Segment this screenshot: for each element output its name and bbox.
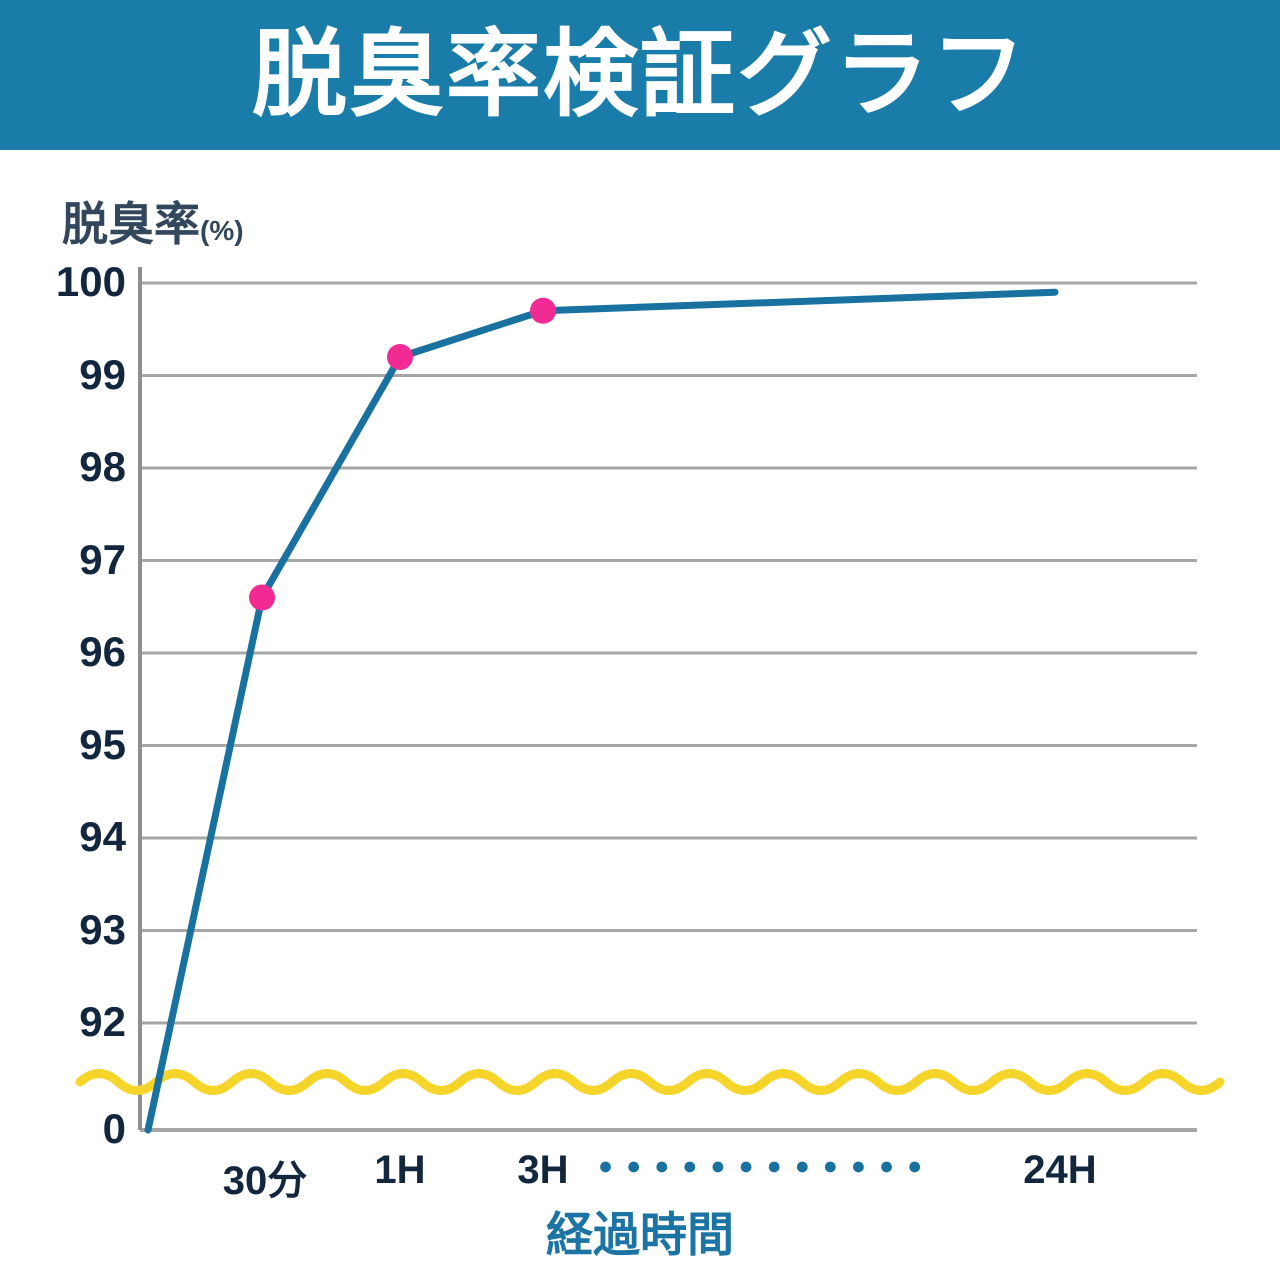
- x-tick-label: 1H: [374, 1148, 426, 1192]
- y-axis-title-text: 脱臭率: [62, 198, 200, 250]
- x-tick-label: 30分: [222, 1159, 308, 1203]
- y-tick-label: 93: [79, 905, 126, 953]
- x-tick-label: 24H: [1023, 1148, 1097, 1192]
- y-tick-label: 97: [79, 535, 126, 583]
- y-tick-label: 99: [79, 350, 126, 398]
- x-tick-label: 3H: [517, 1148, 569, 1192]
- x-axis-ellipsis-dots: ●●●●●●●●●●●●: [598, 1152, 936, 1180]
- y-tick-label: 92: [79, 998, 126, 1045]
- y-axis-title: 脱臭率(%): [62, 188, 244, 254]
- x-axis-title: 経過時間: [546, 1208, 734, 1261]
- page-title: 脱臭率検証グラフ: [251, 21, 1028, 128]
- y-tick-label: 95: [79, 720, 126, 768]
- data-point-marker: [530, 297, 556, 324]
- y-tick-label: 0: [102, 1105, 126, 1152]
- data-point-marker: [387, 344, 413, 370]
- y-tick-label: 94: [79, 813, 126, 860]
- y-tick-label: 98: [79, 443, 126, 490]
- header-banner: 脱臭率検証グラフ: [0, 0, 1280, 150]
- y-tick-label: 96: [79, 628, 126, 675]
- y-tick-label: 100: [55, 258, 126, 305]
- axis-break-wave: [75, 1069, 1225, 1095]
- deodorization-rate-line: [144, 288, 1059, 1134]
- data-point-marker: [249, 584, 275, 611]
- y-axis-title-unit: (%): [200, 215, 244, 246]
